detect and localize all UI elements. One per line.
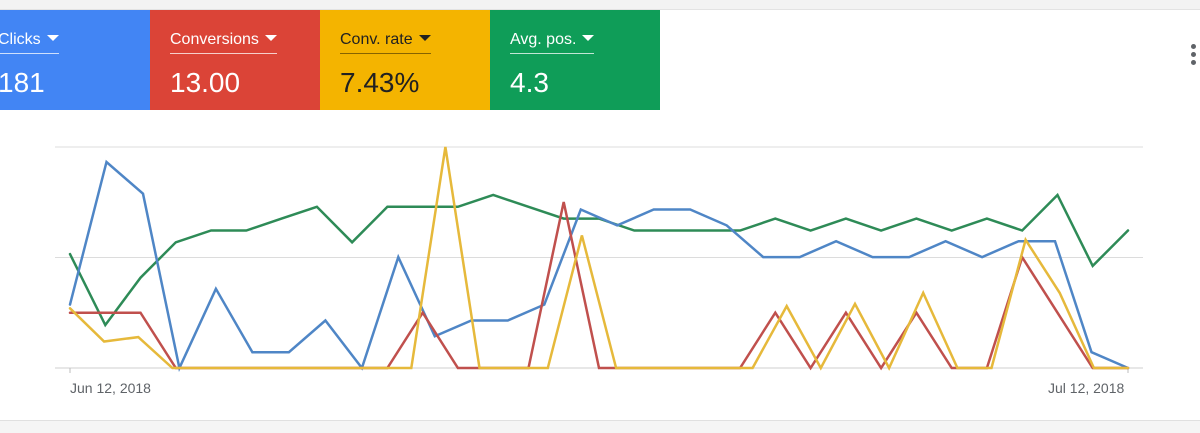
metric-value-avg-pos: 4.3 [510,67,549,98]
more-vert-icon[interactable] [1186,44,1200,68]
series-line-conversions [68,201,1130,371]
metric-card-clicks[interactable]: Clicks 181 [0,10,150,110]
kebab-dot [1190,52,1196,57]
metric-label-text: Clicks [0,31,41,48]
metric-value-clicks: 181 [0,67,45,98]
x-tick-label-end: Jul 12, 2018 [1048,380,1125,396]
kebab-dot [1190,60,1196,65]
series-line-conv-rate [68,146,1130,371]
metric-label-text: Conv. rate [340,31,413,48]
metric-label-clicks[interactable]: Clicks [0,30,59,54]
kebab-dot [1190,44,1196,49]
top-border [0,0,1200,10]
metric-value-conv-rate: 7.43% [340,67,420,98]
dropdown-caret-icon[interactable] [46,34,59,41]
bottom-border [0,420,1200,433]
dropdown-caret-icon[interactable] [264,34,277,41]
dropdown-caret-icon[interactable] [582,34,595,41]
metric-label-conversions[interactable]: Conversions [170,30,277,54]
metric-label-conv-rate[interactable]: Conv. rate [340,30,431,54]
metric-label-text: Avg. pos. [510,31,577,48]
metric-card-avg-pos[interactable]: Avg. pos. 4.3 [490,10,660,110]
x-tick-label-start: Jun 12, 2018 [70,380,151,396]
series-line-clicks [68,159,1130,372]
metric-card-conversions[interactable]: Conversions 13.00 [150,10,320,110]
metric-value-conversions: 13.00 [170,67,241,98]
metric-card-conv-rate[interactable]: Conv. rate 7.43% [320,10,490,110]
dropdown-caret-icon[interactable] [418,34,431,41]
metric-label-avg-pos[interactable]: Avg. pos. [510,30,595,54]
metric-label-text: Conversions [170,31,259,48]
metric-cards: Clicks 181 Conversions 13.00 Conv. rate … [0,10,660,110]
